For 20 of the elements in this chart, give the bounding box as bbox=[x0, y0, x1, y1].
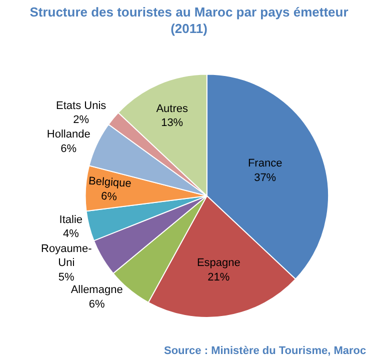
slice-label: Belgique bbox=[88, 175, 132, 190]
slice-label: Etats Unis bbox=[56, 100, 107, 112]
data-label: 6% bbox=[100, 190, 118, 204]
data-label: 6% bbox=[60, 142, 77, 155]
slice-label: Hollande bbox=[46, 128, 90, 141]
data-label: 4% bbox=[62, 228, 80, 240]
chart-title: Structure des touristes au Maroc par pays émetteur (2011) bbox=[30, 4, 348, 36]
data-label: 37% bbox=[254, 172, 276, 184]
data-label: 5% bbox=[58, 271, 75, 284]
data-label: 13% bbox=[161, 117, 184, 130]
slice-label: Royaume-Uni bbox=[41, 242, 92, 270]
data-label: 6% bbox=[88, 298, 105, 311]
slice-label: Allemagne bbox=[70, 284, 123, 296]
slice-label: France bbox=[248, 158, 282, 170]
source-note: Source : Ministère du Tourisme, Maroc bbox=[164, 345, 366, 357]
slice-label: Italie bbox=[59, 214, 83, 226]
data-label: 21% bbox=[208, 272, 230, 284]
data-label: 2% bbox=[73, 114, 90, 126]
slice-label: Autres bbox=[156, 102, 188, 115]
slice-label: Espagne bbox=[196, 257, 240, 270]
